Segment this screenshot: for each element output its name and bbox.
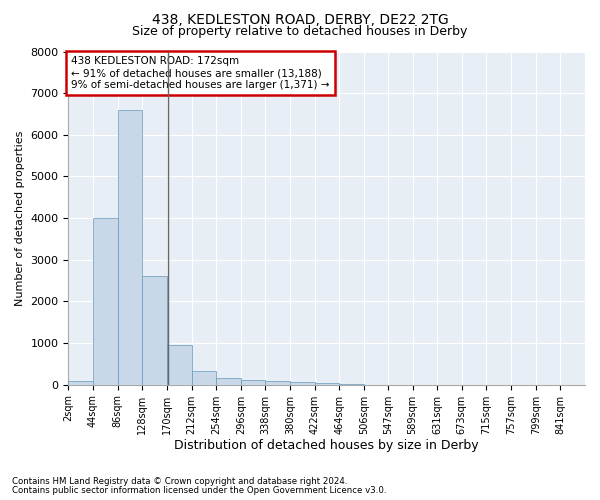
Bar [241, 380, 265, 384]
Bar [118, 110, 142, 384]
X-axis label: Distribution of detached houses by size in Derby: Distribution of detached houses by size … [175, 440, 479, 452]
Bar [142, 276, 167, 384]
Text: Contains HM Land Registry data © Crown copyright and database right 2024.: Contains HM Land Registry data © Crown c… [12, 477, 347, 486]
Text: 438 KEDLESTON ROAD: 172sqm
← 91% of detached houses are smaller (13,188)
9% of s: 438 KEDLESTON ROAD: 172sqm ← 91% of deta… [71, 56, 329, 90]
Bar [191, 371, 216, 384]
Bar [216, 378, 241, 384]
Text: Size of property relative to detached houses in Derby: Size of property relative to detached ho… [133, 25, 467, 38]
Text: 438, KEDLESTON ROAD, DERBY, DE22 2TG: 438, KEDLESTON ROAD, DERBY, DE22 2TG [152, 12, 448, 26]
Y-axis label: Number of detached properties: Number of detached properties [15, 130, 25, 306]
Bar [93, 218, 118, 384]
Bar [290, 382, 314, 384]
Bar [314, 382, 340, 384]
Text: Contains public sector information licensed under the Open Government Licence v3: Contains public sector information licen… [12, 486, 386, 495]
Bar [68, 382, 93, 384]
Bar [167, 345, 191, 385]
Bar [265, 382, 290, 384]
